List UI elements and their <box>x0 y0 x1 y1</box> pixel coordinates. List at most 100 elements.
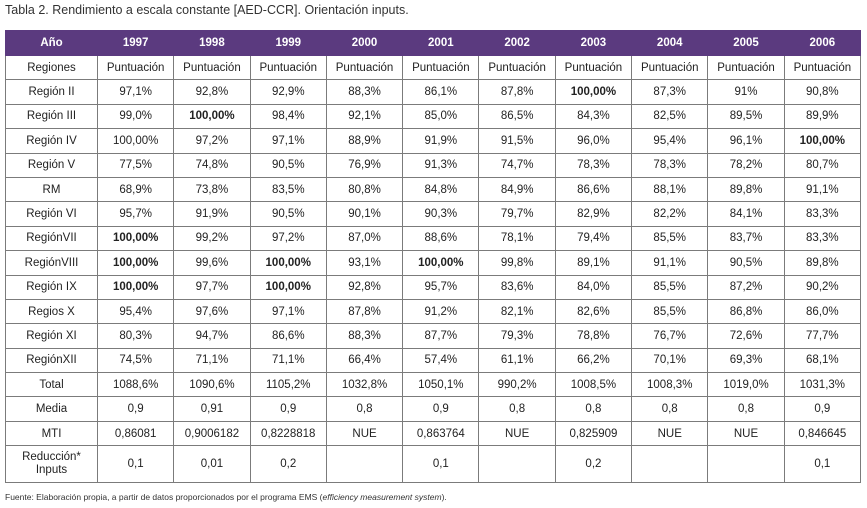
table-cell: 100,00% <box>96 250 175 276</box>
footnote-italic: efficiency measurement system <box>322 492 442 502</box>
table-cell: 100,00% <box>554 79 633 105</box>
table-cell: 95,4% <box>631 128 709 154</box>
table-cell: 0,8 <box>554 396 633 422</box>
table-cell: 83,5% <box>249 176 327 203</box>
table-cell: 1008,5% <box>554 372 633 398</box>
table-cell: 83,7% <box>707 225 785 252</box>
table-cell: NUE <box>325 420 404 447</box>
table-cell <box>325 445 404 484</box>
table-cell: 0,1 <box>96 445 175 484</box>
table-cell: Puntuación <box>402 54 480 81</box>
header-2004: 2004 <box>631 30 709 56</box>
table-cell: 91,2% <box>402 298 480 325</box>
table-cell: 89,1% <box>554 250 633 276</box>
table-cell: 1105,2% <box>249 372 327 398</box>
table-cell: 92,8% <box>173 79 251 105</box>
table-row: Región IX 100,00% 97,7% 100,00% 92,8% 95,7% 83… <box>5 274 862 300</box>
header-2005: 2005 <box>707 30 785 56</box>
table-cell: 89,5% <box>707 103 785 130</box>
table-cell: 0,863764 <box>402 420 480 447</box>
table-row-reduction: Reducción* Inputs 0,1 0,01 0,2 0,1 0,2 0,1 <box>5 445 862 484</box>
header-2006: 2006 <box>783 30 862 56</box>
table-cell: 0,1 <box>402 445 480 484</box>
table-cell: 0,825909 <box>554 420 633 447</box>
table-cell: 78,3% <box>631 152 709 178</box>
table-cell: 84,3% <box>554 103 633 130</box>
table-cell: 84,9% <box>478 176 556 203</box>
table-cell: 0,8 <box>707 396 785 422</box>
table-cell <box>631 445 709 484</box>
table-cell: NUE <box>707 420 785 447</box>
row-label-line2: Inputs <box>35 464 68 477</box>
row-label: RegiónVIII <box>5 250 98 276</box>
table-cell: 97,6% <box>173 298 251 325</box>
table-cell: 66,4% <box>325 347 404 374</box>
table-cell: 91,9% <box>402 128 480 154</box>
table-cell: 90,2% <box>783 274 862 300</box>
table-cell: 57,4% <box>402 347 480 374</box>
table-cell: 90,5% <box>707 250 785 276</box>
table-cell: Puntuación <box>173 54 251 81</box>
table-cell: 1032,8% <box>325 372 404 398</box>
table-cell: 90,1% <box>325 201 404 227</box>
table-cell: 88,1% <box>631 176 709 203</box>
table-title: Tabla 2. Rendimiento a escala constante … <box>5 3 409 17</box>
header-2000: 2000 <box>325 30 404 56</box>
table-cell: 88,9% <box>325 128 404 154</box>
row-label: Región III <box>5 103 98 130</box>
table-row: Región V 77,5% 74,8% 90,5% 76,9% 91,3% 74,7% 78… <box>5 152 862 178</box>
table-cell: Puntuación <box>554 54 633 81</box>
table-cell: 98,4% <box>249 103 327 130</box>
table-cell: 95,7% <box>96 201 175 227</box>
row-label-reduction: Reducción* Inputs <box>5 445 98 484</box>
table-cell: 87,0% <box>325 225 404 252</box>
table-cell: 82,1% <box>478 298 556 325</box>
table-row: Región VI 95,7% 91,9% 90,5% 90,1% 90,3% 79,7% 8… <box>5 201 862 227</box>
table-cell: 68,1% <box>783 347 862 374</box>
table-row: Regiones Puntuación Puntuación Puntuación Pu… <box>5 54 862 81</box>
table-cell: 97,2% <box>249 225 327 252</box>
table-cell: 85,5% <box>631 274 709 300</box>
table-cell: 90,3% <box>402 201 480 227</box>
table-row: Región XI 80,3% 94,7% 86,6% 88,3% 87,7% 79,3% 7… <box>5 323 862 349</box>
table-cell: 0,9 <box>249 396 327 422</box>
table-cell: 1090,6% <box>173 372 251 398</box>
row-label: Media <box>5 396 98 422</box>
table-cell: 88,6% <box>402 225 480 252</box>
table-cell <box>478 445 556 484</box>
table-cell: 86,8% <box>707 298 785 325</box>
table-cell: 0,9 <box>402 396 480 422</box>
table-cell: 79,7% <box>478 201 556 227</box>
table-cell: 0,8 <box>631 396 709 422</box>
table-cell: 0,846645 <box>783 420 862 447</box>
table-cell: 73,8% <box>173 176 251 203</box>
table-cell: 96,1% <box>707 128 785 154</box>
table-cell: 85,0% <box>402 103 480 130</box>
header-2002: 2002 <box>478 30 556 56</box>
table-cell: 97,2% <box>173 128 251 154</box>
table-cell: 83,3% <box>783 201 862 227</box>
table-cell: 91,5% <box>478 128 556 154</box>
table-cell: 84,1% <box>707 201 785 227</box>
table-cell: 97,7% <box>173 274 251 300</box>
table-cell: 68,9% <box>96 176 175 203</box>
table-cell: Puntuación <box>96 54 175 81</box>
table-cell: 90,5% <box>249 152 327 178</box>
table-row: Región II 97,1% 92,8% 92,9% 88,3% 86,1% 87,8% 1… <box>5 79 862 105</box>
efficiency-table: Año 1997 1998 1999 2000 2001 2002 2003 2… <box>5 30 862 484</box>
table-cell: 87,7% <box>402 323 480 349</box>
table-cell: 88,3% <box>325 323 404 349</box>
table-row: RM 68,9% 73,8% 83,5% 80,8% 84,8% 84,9% 86,6% 88,… <box>5 176 862 203</box>
table-cell: 99,6% <box>173 250 251 276</box>
header-1998: 1998 <box>173 30 251 56</box>
row-label: Región II <box>5 79 98 105</box>
table-cell: 0,86081 <box>96 420 175 447</box>
table-cell: 90,5% <box>249 201 327 227</box>
table-cell: 91,1% <box>783 176 862 203</box>
table-cell: 0,1 <box>783 445 862 484</box>
table-cell: 95,4% <box>96 298 175 325</box>
table-row: Media 0,9 0,91 0,9 0,8 0,9 0,8 0,8 0,8 0,8 0,9 <box>5 396 862 422</box>
table-cell: 99,0% <box>96 103 175 130</box>
table-cell: Puntuación <box>631 54 709 81</box>
table-cell: 61,1% <box>478 347 556 374</box>
